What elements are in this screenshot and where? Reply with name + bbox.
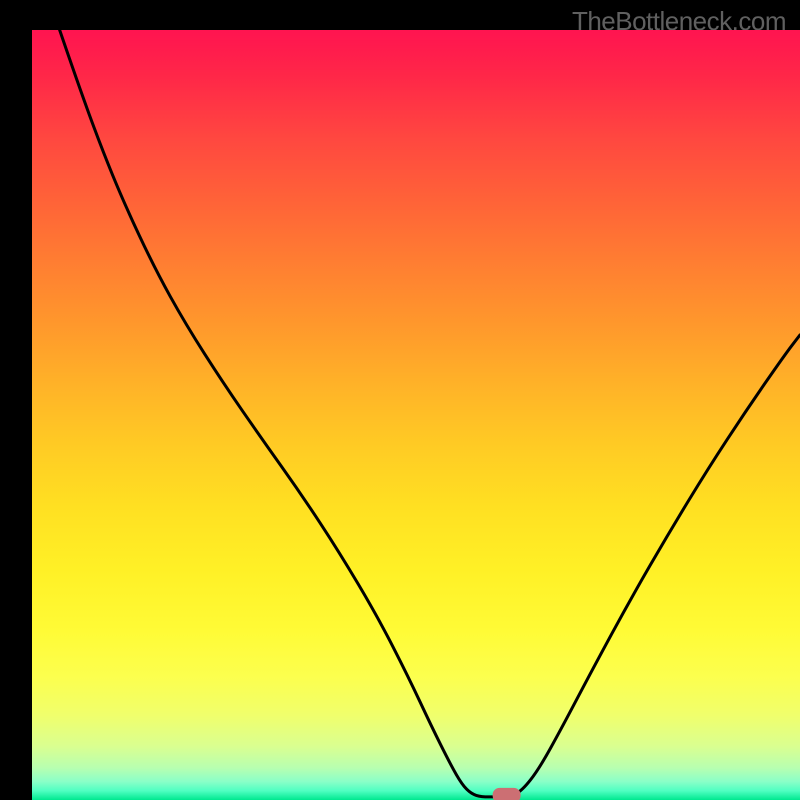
- optimal-marker: [493, 788, 521, 800]
- bottleneck-chart: [32, 30, 800, 800]
- chart-background: [32, 30, 800, 800]
